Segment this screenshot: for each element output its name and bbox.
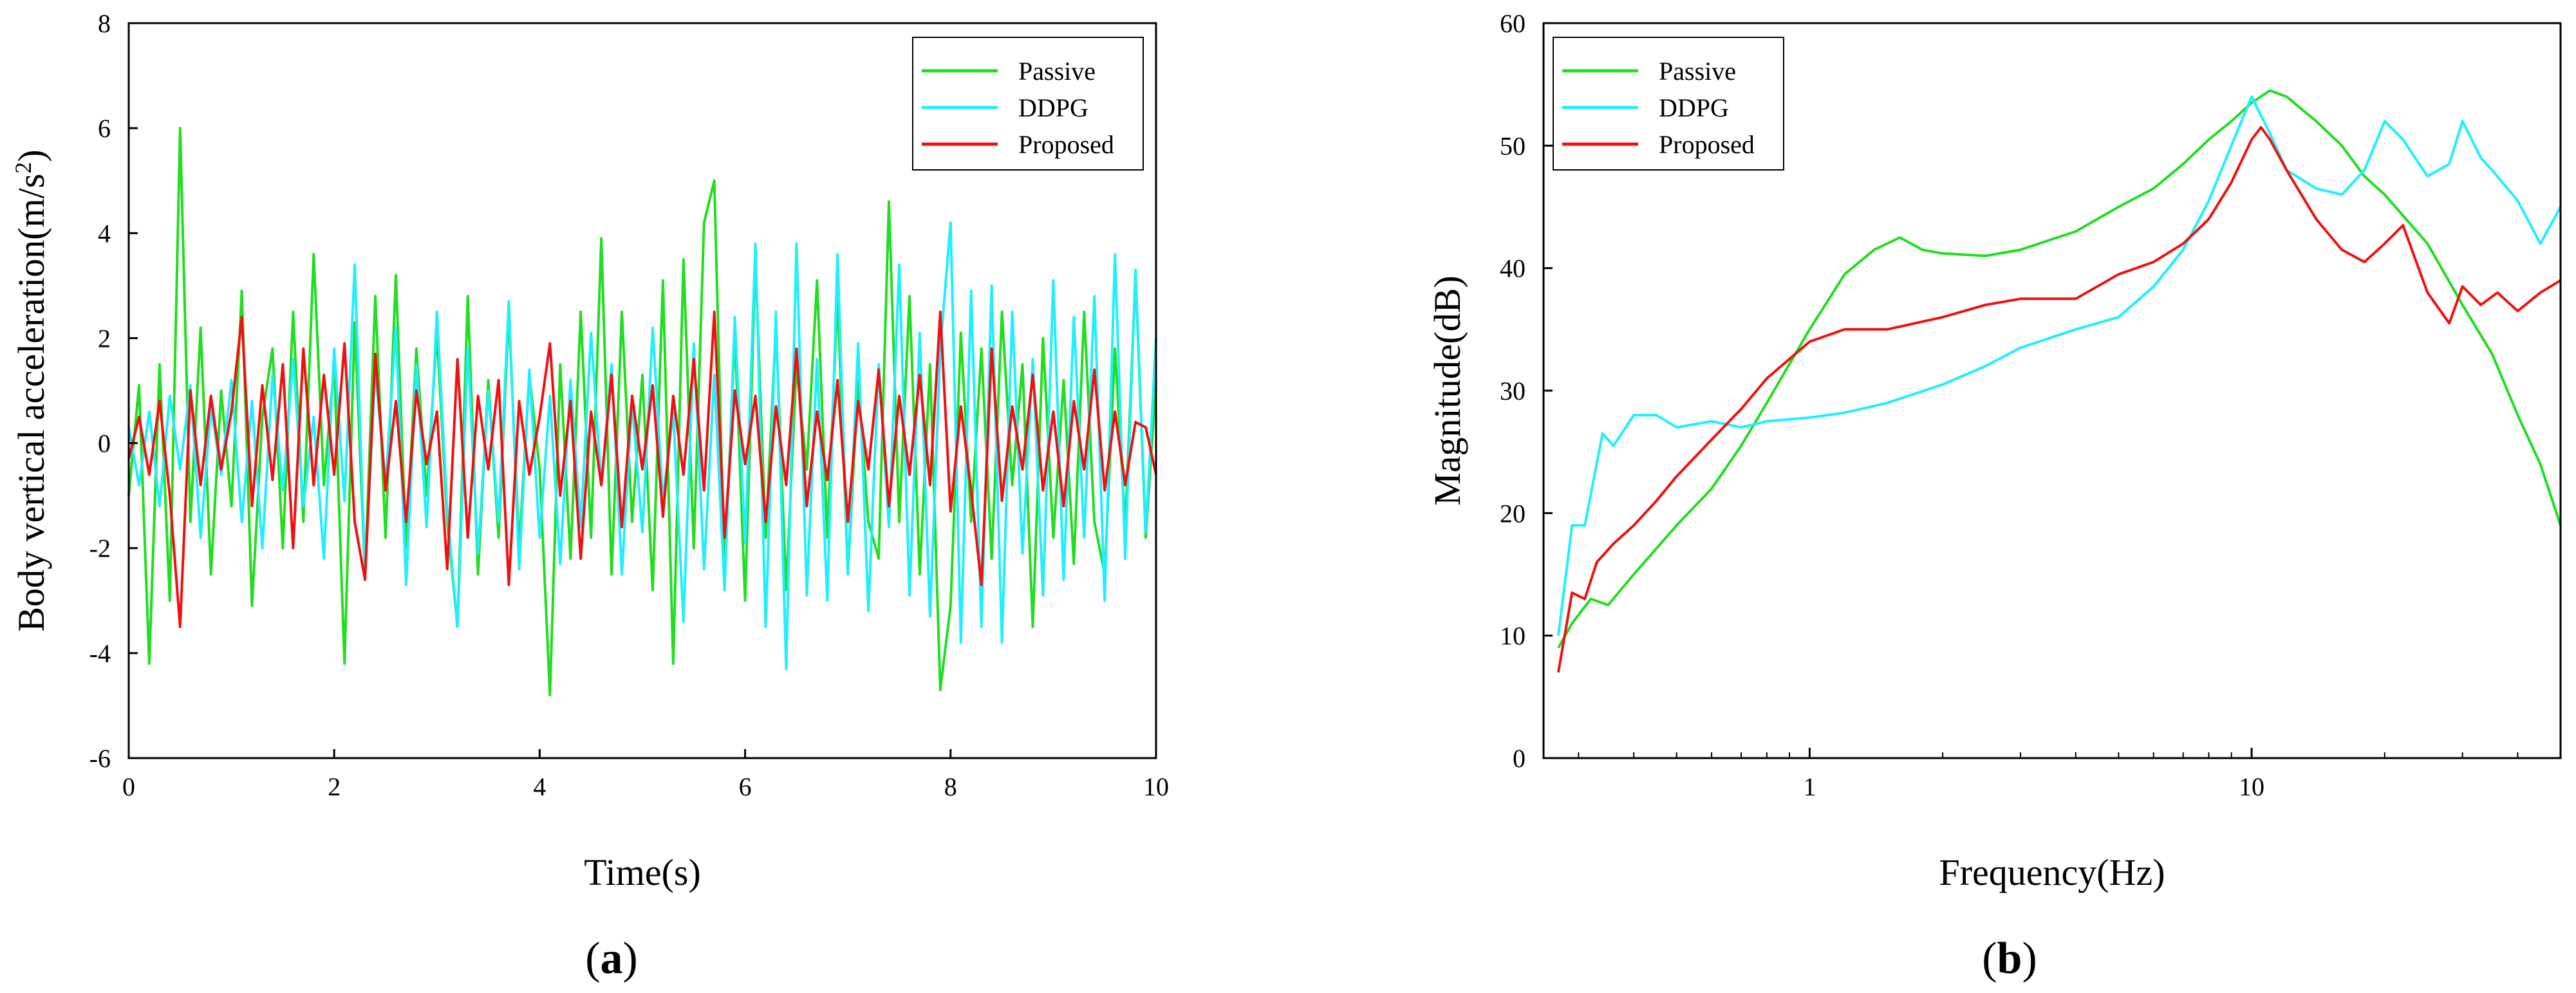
panel-a-plot-frame xyxy=(127,22,1157,759)
panel-a-y-axis-title: Body vertical acceleration(m/s2) xyxy=(10,149,52,631)
panel-a-legend: Passive DDPG Proposed xyxy=(912,37,1144,171)
panel-a-x-tick-label: 10 xyxy=(1143,772,1169,801)
panel-a-x-tick-label: 0 xyxy=(122,772,135,801)
panel-a-legend-box xyxy=(912,37,1144,171)
panel-a-label: (a) xyxy=(585,934,638,983)
panel-a-y-tick-label: 4 xyxy=(98,219,111,248)
panel-b-y-tick-label: 20 xyxy=(1500,499,1526,528)
panel-a-y-tick-label: 2 xyxy=(98,324,111,353)
panel-a-y-tick-label: -6 xyxy=(89,744,111,773)
panel-b-legend-proposed-label: Proposed xyxy=(1659,130,1755,159)
panel-a-y-tick-label: 6 xyxy=(98,114,111,143)
panel-a-x-axis-title: Time(s) xyxy=(584,851,701,893)
panel-b-legend-passive-label: Passive xyxy=(1659,57,1736,86)
panel-a-x-tick-label: 8 xyxy=(944,772,957,801)
panel-a-legend-ddpg-label: DDPG xyxy=(1018,93,1088,122)
panel-b-label: (b) xyxy=(1982,934,2037,983)
panel-b-x-axis-title: Frequency(Hz) xyxy=(1939,851,2165,893)
panel-b-y-tick-label: 40 xyxy=(1500,254,1526,283)
panel-b-x-tick-label: 1 xyxy=(1803,772,1816,801)
panel-a-x-tick-label: 4 xyxy=(533,772,546,801)
panel-a-y-tick-label: 0 xyxy=(98,429,111,458)
panel-a-time-domain-chart: 0 2 4 6 8 10 -6 -4 -2 0 2 4 6 8 Time(s) Body vertical… xyxy=(10,9,1169,983)
panel-b-y-tick-label: 10 xyxy=(1500,622,1526,651)
panel-b-x-tick-label: 10 xyxy=(2239,772,2264,801)
panel-b-legend-ddpg-label: DDPG xyxy=(1659,93,1729,122)
panel-a-y-tick-label: -2 xyxy=(89,534,111,563)
panel-a-legend-proposed-label: Proposed xyxy=(1018,130,1114,159)
panel-b-frequency-domain-chart: 1 10 0 10 20 30 40 50 60 Frequency(Hz) Magnitude… xyxy=(1426,9,2562,983)
panel-b-y-tick-label: 60 xyxy=(1500,9,1526,38)
panel-a-x-tick-label: 2 xyxy=(328,772,341,801)
panel-b-series-ddpg-line xyxy=(1557,95,2562,636)
panel-a-series-ddpg-line xyxy=(127,221,1157,671)
panel-a-y-tick-label: -4 xyxy=(89,639,111,668)
panel-b-series-passive-line xyxy=(1557,89,2562,649)
panel-b-legend-box xyxy=(1553,37,1784,171)
panel-b-series-proposed-line xyxy=(1557,125,2562,673)
panel-b-legend: Passive DDPG Proposed xyxy=(1553,37,1784,171)
panel-a-y-tick-label: 8 xyxy=(98,9,111,38)
panel-b-y-tick-label: 50 xyxy=(1500,131,1526,160)
panel-b-y-tick-label: 30 xyxy=(1500,376,1526,405)
panel-a-x-tick-label: 6 xyxy=(739,772,752,801)
panel-b-y-tick-label: 0 xyxy=(1513,744,1526,773)
panel-a-series-proposed-line xyxy=(127,310,1157,629)
panel-b-y-axis-title: Magnitude(dB) xyxy=(1426,275,1468,506)
panel-a-legend-passive-label: Passive xyxy=(1018,57,1096,86)
